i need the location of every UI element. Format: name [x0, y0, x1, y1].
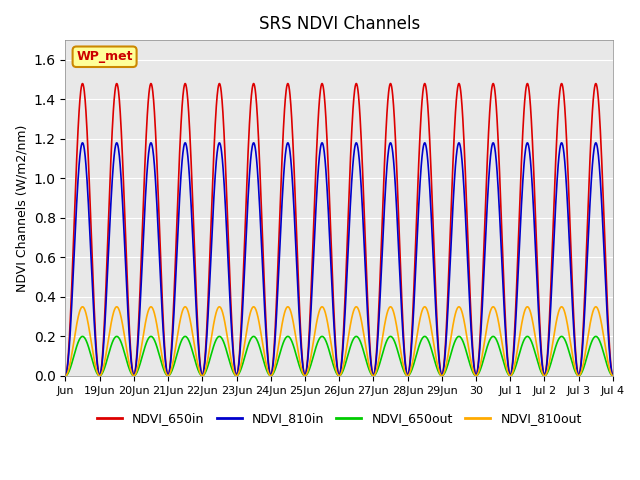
Legend: NDVI_650in, NDVI_810in, NDVI_650out, NDVI_810out: NDVI_650in, NDVI_810in, NDVI_650out, NDV… [92, 407, 587, 430]
NDVI_650out [593, 334, 601, 340]
Text: WP_met: WP_met [76, 50, 133, 63]
NDVI_810in [609, 373, 617, 379]
NDVI_650in [90, 285, 97, 291]
NDVI_810out [593, 305, 601, 311]
NDVI_810out [318, 304, 326, 310]
NDVI_810out [493, 311, 500, 317]
Line: NDVI_650out: NDVI_650out [65, 336, 613, 376]
NDVI_810in [90, 303, 97, 309]
NDVI_650out [328, 358, 336, 363]
NDVI_810in [593, 143, 601, 149]
NDVI_810in [593, 144, 601, 150]
NDVI_810out [90, 352, 97, 358]
NDVI_650out [593, 334, 601, 340]
NDVI_650out [314, 341, 321, 347]
NDVI_650out [493, 337, 500, 343]
NDVI_810out [314, 317, 321, 323]
Line: NDVI_810in: NDVI_810in [65, 143, 613, 376]
NDVI_810in [61, 373, 69, 379]
NDVI_650out [609, 373, 617, 379]
Line: NDVI_650in: NDVI_650in [65, 84, 613, 376]
NDVI_650in [593, 86, 601, 92]
NDVI_650out [90, 361, 97, 367]
NDVI_650in [318, 81, 326, 86]
Y-axis label: NDVI Channels (W/m2/nm): NDVI Channels (W/m2/nm) [15, 124, 28, 292]
NDVI_650in [493, 112, 500, 118]
Line: NDVI_810out: NDVI_810out [65, 307, 613, 376]
NDVI_650in [314, 136, 321, 142]
NDVI_650in [328, 261, 336, 266]
NDVI_650in [61, 373, 69, 379]
NDVI_650out [61, 373, 69, 379]
NDVI_810out [609, 373, 617, 379]
Title: SRS NDVI Channels: SRS NDVI Channels [259, 15, 420, 33]
NDVI_810out [328, 346, 336, 352]
NDVI_810in [318, 140, 326, 146]
NDVI_650in [609, 373, 617, 379]
NDVI_650out [318, 334, 326, 339]
NDVI_650in [593, 84, 601, 90]
NDVI_810in [314, 184, 321, 190]
NDVI_810in [328, 283, 336, 289]
NDVI_810out [61, 373, 69, 379]
NDVI_810in [493, 165, 500, 170]
NDVI_810out [593, 305, 601, 311]
